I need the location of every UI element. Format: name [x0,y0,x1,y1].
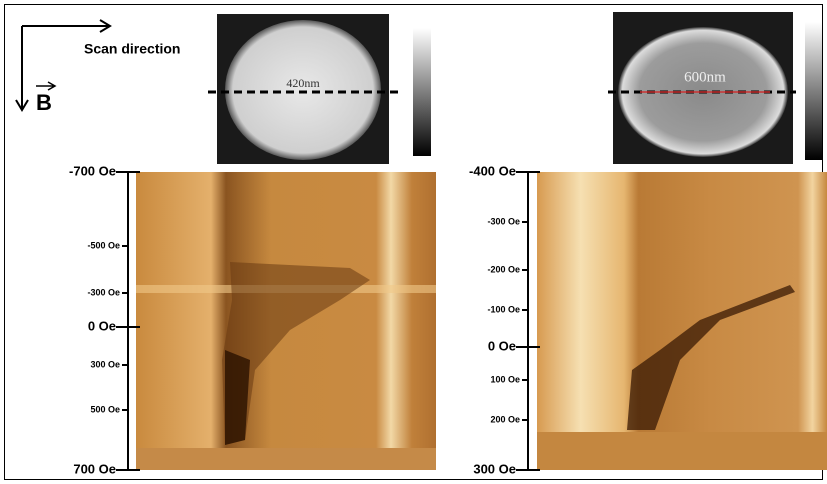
figure: Scan direction B 420nm 600nm -700 Oe -500… [0,0,827,484]
field-tick-label: 500 Oe [90,404,120,414]
field-label: B [36,90,52,115]
field-tick-label: -400 Oe [469,163,516,178]
field-tick-label: 100 Oe [490,374,520,384]
field-tick-label: 300 Oe [473,461,516,476]
band [136,448,436,470]
field-tick-label: 200 Oe [490,414,520,424]
size-label: 420nm [286,76,320,90]
colorbar [413,28,431,156]
size-label: 600nm [684,69,726,85]
afm-disk [225,20,381,160]
scan-label: Scan direction [84,41,180,57]
field-tick-label: -100 Oe [487,304,520,314]
field-tick-label: -200 Oe [487,264,520,274]
field-tick-label: 0 Oe [488,338,516,353]
mfm-map [537,172,827,470]
field-tick-label: -300 Oe [87,287,120,297]
page: Scan direction B 420nm 600nm -700 Oe -500… [0,0,827,484]
band [537,432,827,470]
field-tick-label: -300 Oe [487,216,520,226]
field-tick-label: -500 Oe [87,240,120,250]
colorbar [805,22,822,160]
scan-arrow [22,20,110,32]
field-tick-label: 700 Oe [73,461,116,476]
vector-arrow [36,82,55,90]
field-arrow [16,26,28,110]
field-tick-label: 0 Oe [88,318,116,333]
field-tick-label: 300 Oe [90,359,120,369]
field-tick-label: -700 Oe [69,163,116,178]
